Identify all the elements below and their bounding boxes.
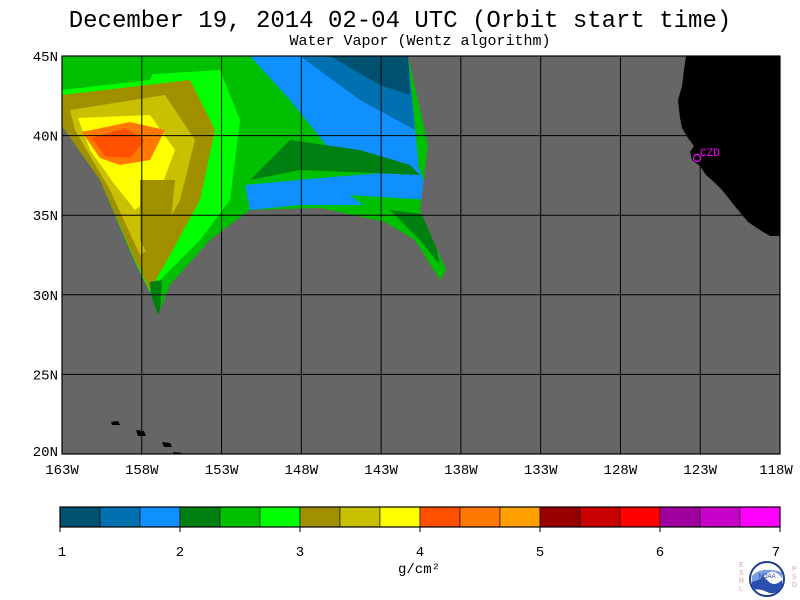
latitude-tick-label: 40N [33,130,58,146]
colorbar [59,506,781,528]
colorbar-swatch [579,506,621,528]
colorbar-swatch [739,506,781,528]
colorbar-tick-label: 2 [176,545,184,561]
colorbar-tick-label: 4 [416,545,424,561]
colorbar-unit: g/cm² [398,562,441,578]
colorbar-tick-label: 3 [296,545,304,561]
colorbar-swatch [259,506,301,528]
noaa-logo: NOAA [736,558,798,600]
station-icon [692,153,702,163]
colorbar-tick-label: 5 [536,545,544,561]
map-subtitle: Water Vapor (Wentz algorithm) [289,33,551,50]
latitude-tick-label: 30N [33,289,58,305]
colorbar-swatch [619,506,661,528]
colorbar-tick-label: 1 [58,545,66,561]
latitude-labels: 45N 40N 35N 30N 25N 20N [33,50,58,461]
map-title: December 19, 2014 02-04 UTC (Orbit start… [68,8,732,35]
latitude-tick-label: 35N [33,209,58,225]
station-label: CZD [700,148,720,160]
colorbar-tick-label: 7 [772,545,780,561]
colorbar-swatch [99,506,141,528]
longitude-tick-label: 128W [604,463,638,479]
map-frame [61,55,781,455]
latitude-tick-label: 45N [33,50,58,66]
colorbar-swatch [499,506,541,528]
colorbar-swatch [59,506,101,528]
colorbar-swatch [419,506,461,528]
colorbar-swatch [379,506,421,528]
colorbar-swatch [539,506,581,528]
colorbar-swatch [699,506,741,528]
longitude-tick-label: 163W [45,463,79,479]
longitude-tick-label: 133W [524,463,558,479]
latitude-tick-label: 25N [33,368,58,384]
colorbar-swatch [459,506,501,528]
longitude-tick-label: 158W [125,463,159,479]
longitude-tick-label: 143W [364,463,398,479]
colorbar-swatch [339,506,381,528]
colorbar-swatch [659,506,701,528]
noaa-logo-text: NOAA [758,574,775,580]
colorbar-tick-label: 6 [656,545,664,561]
longitude-tick-label: 153W [205,463,239,479]
colorbar-labels: 1 2 3 4 5 6 7 [58,527,781,561]
latitude-tick-label: 20N [33,445,58,461]
colorbar-swatch [219,506,261,528]
colorbar-swatch [299,506,341,528]
station-marker: CZD [692,148,720,163]
longitude-tick-label: 138W [444,463,478,479]
longitude-tick-label: 118W [759,463,793,479]
colorbar-swatch [179,506,221,528]
longitude-tick-label: 123W [683,463,717,479]
colorbar-swatch [139,506,181,528]
longitude-labels: 163W 158W 153W 148W 143W 138W 133W 128W 123W 118W [45,463,793,479]
longitude-tick-label: 148W [285,463,319,479]
